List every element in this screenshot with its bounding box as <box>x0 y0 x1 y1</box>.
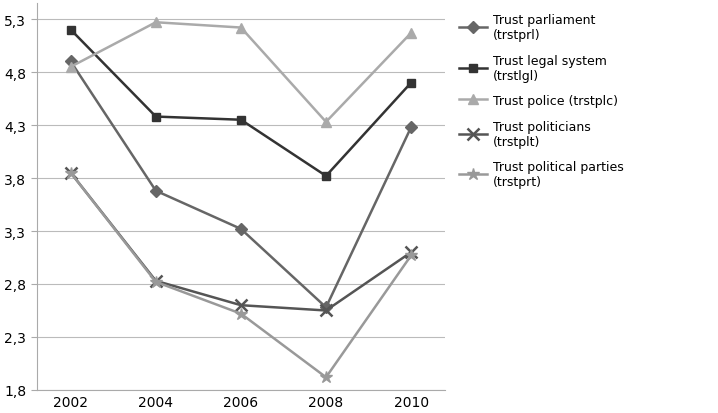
Line: Trust politicians
(trstplt): Trust politicians (trstplt) <box>65 168 416 316</box>
Line: Trust parliament
(trstprl): Trust parliament (trstprl) <box>67 58 415 312</box>
Trust parliament
(trstprl) <box>151 189 160 194</box>
Trust parliament
(trstprl) <box>322 305 330 310</box>
Trust police (trstplc) <box>407 31 416 36</box>
Trust police (trstplc) <box>67 65 75 70</box>
Trust politicians
(trstplt) <box>67 171 75 176</box>
Trust police (trstplc) <box>151 21 160 26</box>
Legend: Trust parliament
(trstprl), Trust legal system
(trstlgl), Trust police (trstplc): Trust parliament (trstprl), Trust legal … <box>455 10 628 192</box>
Trust political parties
(trstprt) <box>67 171 75 176</box>
Trust parliament
(trstprl) <box>407 126 416 131</box>
Trust political parties
(trstprt) <box>151 280 160 285</box>
Trust police (trstplc) <box>322 120 330 125</box>
Trust legal system
(trstlgl) <box>67 28 75 33</box>
Trust parliament
(trstprl) <box>237 227 246 232</box>
Trust politicians
(trstplt) <box>237 303 246 308</box>
Trust politicians
(trstplt) <box>407 250 416 255</box>
Line: Trust legal system
(trstlgl): Trust legal system (trstlgl) <box>67 26 415 180</box>
Trust politicians
(trstplt) <box>151 279 160 284</box>
Trust political parties
(trstprt) <box>322 375 330 380</box>
Trust legal system
(trstlgl) <box>407 81 416 86</box>
Trust parliament
(trstprl) <box>67 60 75 65</box>
Trust political parties
(trstprt) <box>237 311 246 316</box>
Trust political parties
(trstprt) <box>407 253 416 258</box>
Line: Trust police (trstplc): Trust police (trstplc) <box>66 18 416 127</box>
Trust politicians
(trstplt) <box>322 308 330 313</box>
Trust police (trstplc) <box>237 26 246 31</box>
Line: Trust political parties
(trstprt): Trust political parties (trstprt) <box>65 167 417 384</box>
Trust legal system
(trstlgl) <box>237 118 246 123</box>
Trust legal system
(trstlgl) <box>151 115 160 120</box>
Trust legal system
(trstlgl) <box>322 174 330 179</box>
